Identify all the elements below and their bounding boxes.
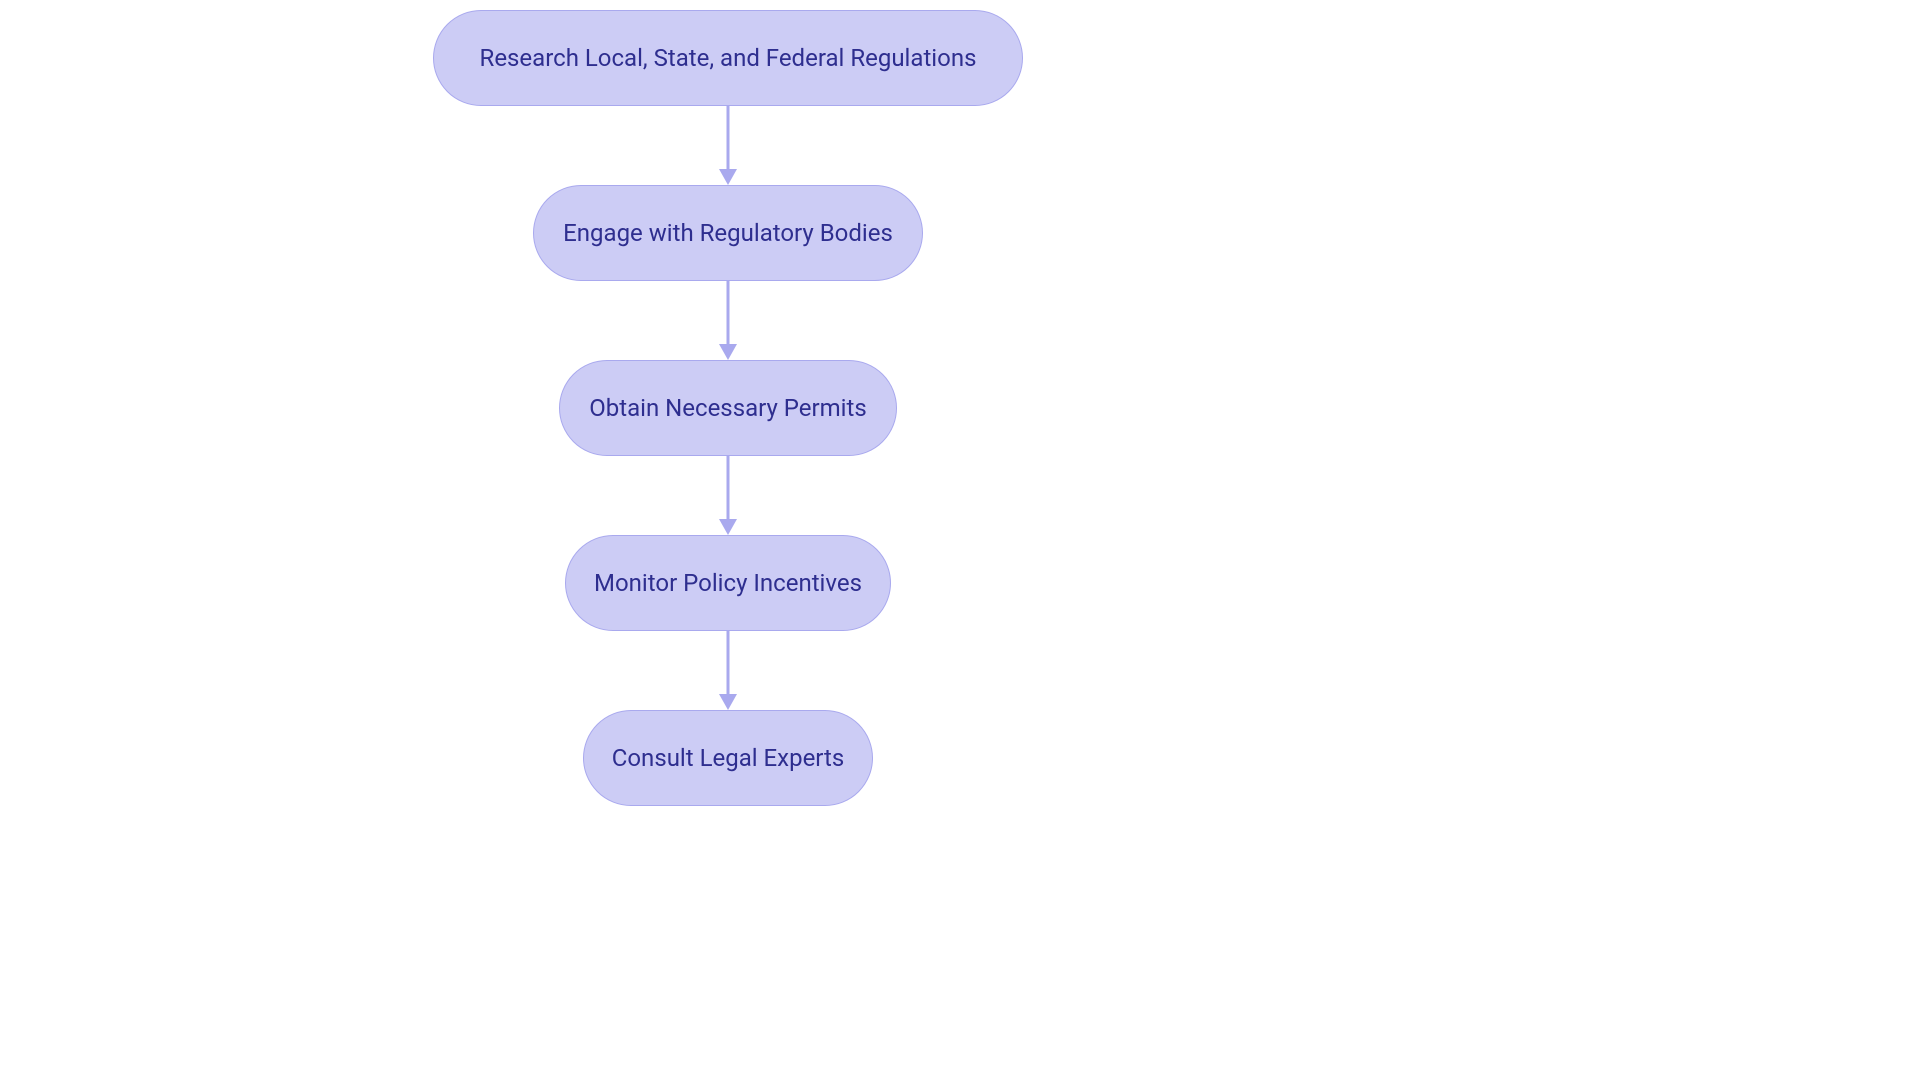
flowchart-node-label: Engage with Regulatory Bodies (563, 219, 893, 247)
flowchart-canvas: Research Local, State, and Federal Regul… (0, 0, 1920, 1083)
flowchart-arrow-n4-n5 (719, 631, 737, 710)
arrow-head-icon (719, 519, 737, 535)
flowchart-arrow-n3-n4 (719, 456, 737, 535)
flowchart-arrow-n2-n3 (719, 281, 737, 360)
flowchart-node-n2: Engage with Regulatory Bodies (533, 185, 923, 281)
flowchart-node-n3: Obtain Necessary Permits (559, 360, 897, 456)
flowchart-node-n4: Monitor Policy Incentives (565, 535, 891, 631)
flowchart-node-n1: Research Local, State, and Federal Regul… (433, 10, 1023, 106)
arrow-shaft (727, 456, 730, 521)
arrow-head-icon (719, 169, 737, 185)
flowchart-node-n5: Consult Legal Experts (583, 710, 873, 806)
flowchart-node-label: Consult Legal Experts (612, 744, 845, 772)
arrow-head-icon (719, 344, 737, 360)
flowchart-node-label: Monitor Policy Incentives (594, 569, 862, 597)
arrow-shaft (727, 281, 730, 346)
flowchart-arrow-n1-n2 (719, 106, 737, 185)
arrow-shaft (727, 631, 730, 696)
arrow-shaft (727, 106, 730, 171)
arrow-head-icon (719, 694, 737, 710)
flowchart-node-label: Research Local, State, and Federal Regul… (480, 44, 977, 72)
flowchart-node-label: Obtain Necessary Permits (589, 394, 867, 422)
